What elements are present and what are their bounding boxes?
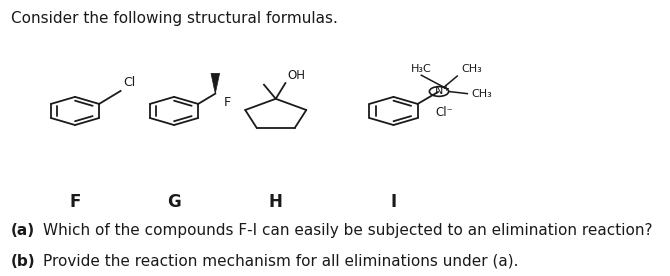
Text: (a): (a) <box>11 223 35 238</box>
Text: OH: OH <box>287 69 306 82</box>
Text: F: F <box>70 193 80 211</box>
Text: G: G <box>168 193 181 211</box>
Text: Cl⁻: Cl⁻ <box>436 106 454 119</box>
Text: Provide the reaction mechanism for all eliminations under (a).: Provide the reaction mechanism for all e… <box>43 254 519 269</box>
Text: CH₃: CH₃ <box>462 64 482 74</box>
Text: Consider the following structural formulas.: Consider the following structural formul… <box>11 11 338 26</box>
Text: I: I <box>391 193 397 211</box>
Text: +: + <box>442 84 449 93</box>
Polygon shape <box>211 73 220 94</box>
Text: (b): (b) <box>11 254 36 269</box>
Text: Cl: Cl <box>123 76 135 89</box>
Text: CH₃: CH₃ <box>471 89 492 99</box>
Text: H: H <box>269 193 283 211</box>
Text: H₃C: H₃C <box>411 64 431 74</box>
Text: Which of the compounds F-I can easily be subjected to an elimination reaction?: Which of the compounds F-I can easily be… <box>43 223 653 238</box>
Text: N: N <box>435 86 444 97</box>
Text: F: F <box>224 96 231 109</box>
